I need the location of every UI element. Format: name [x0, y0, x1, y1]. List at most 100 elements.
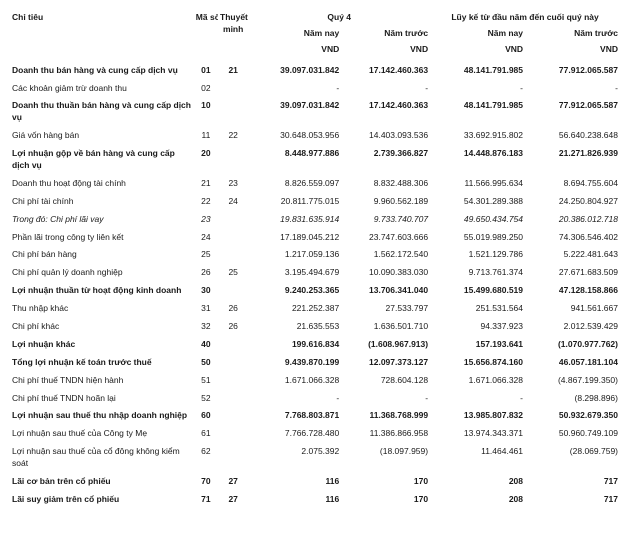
cell-la: 251.531.564 — [430, 300, 525, 318]
cell-q4b: 8.832.488.306 — [341, 175, 430, 193]
cell-q4b: 11.386.866.958 — [341, 425, 430, 443]
cell-tm: 21 — [218, 62, 248, 80]
cell-lb: 2.012.539.429 — [525, 318, 620, 336]
cell-q4a: 7.768.803.871 — [248, 407, 341, 425]
col-unit-lb: VND — [525, 41, 620, 61]
col-header-q4-namtruoc: Năm trước — [341, 26, 430, 41]
cell-label: Lợi nhuận sau thuế của cổ đông không kiể… — [10, 443, 194, 473]
cell-tm: 25 — [218, 264, 248, 282]
cell-la: 15.499.680.519 — [430, 282, 525, 300]
cell-q4b: 11.368.768.999 — [341, 407, 430, 425]
cell-label: Chi phí thuế TNDN hiện hành — [10, 372, 194, 390]
cell-la: 48.141.791.985 — [430, 62, 525, 80]
cell-q4b: 2.739.366.827 — [341, 145, 430, 175]
cell-tm: 22 — [218, 127, 248, 145]
col-unit-q4a: VND — [248, 41, 341, 61]
cell-q4b: 1.636.501.710 — [341, 318, 430, 336]
cell-q4a: 199.616.834 — [248, 336, 341, 354]
cell-lb: (4.867.199.350) — [525, 372, 620, 390]
cell-q4b: 14.403.093.536 — [341, 127, 430, 145]
table-row: Tổng lợi nhuận kế toán trước thuế509.439… — [10, 354, 620, 372]
cell-label: Thu nhập khác — [10, 300, 194, 318]
cell-q4a: 7.766.728.480 — [248, 425, 341, 443]
cell-ms: 52 — [194, 390, 218, 408]
cell-la: - — [430, 80, 525, 98]
table-row: Lợi nhuận gộp về bán hàng và cung cấp dị… — [10, 145, 620, 175]
table-row: Chi phí thuế TNDN hiện hành511.671.066.3… — [10, 372, 620, 390]
cell-la: 94.337.923 — [430, 318, 525, 336]
cell-lb: 74.306.546.402 — [525, 229, 620, 247]
cell-label: Lợi nhuận sau thuế thu nhập doanh nghiệp — [10, 407, 194, 425]
cell-q4a: 116 — [248, 491, 341, 509]
cell-la: 55.019.989.250 — [430, 229, 525, 247]
cell-lb: 24.250.804.927 — [525, 193, 620, 211]
cell-label: Lợi nhuận thuần từ hoạt động kinh doanh — [10, 282, 194, 300]
cell-ms: 60 — [194, 407, 218, 425]
cell-label: Lợi nhuận sau thuế của Công ty Mẹ — [10, 425, 194, 443]
table-header: Chỉ tiêu Mã số Thuyết minh Quý 4 Lũy kế … — [10, 8, 620, 62]
col-unit-q4b: VND — [341, 41, 430, 61]
cell-tm — [218, 372, 248, 390]
table-row: Doanh thu hoạt động tài chính21238.826.5… — [10, 175, 620, 193]
cell-la: 9.713.761.374 — [430, 264, 525, 282]
cell-lb: 50.960.749.109 — [525, 425, 620, 443]
cell-tm — [218, 246, 248, 264]
cell-label: Lợi nhuận gộp về bán hàng và cung cấp dị… — [10, 145, 194, 175]
cell-q4a: 8.448.977.886 — [248, 145, 341, 175]
cell-tm — [218, 145, 248, 175]
cell-ms: 22 — [194, 193, 218, 211]
cell-tm — [218, 229, 248, 247]
cell-label: Doanh thu hoạt động tài chính — [10, 175, 194, 193]
cell-ms: 62 — [194, 443, 218, 473]
col-header-maso: Mã số — [194, 8, 218, 62]
cell-label: Tổng lợi nhuận kế toán trước thuế — [10, 354, 194, 372]
cell-tm: 27 — [218, 491, 248, 509]
cell-q4a: 1.217.059.136 — [248, 246, 341, 264]
table-row: Trong đó: Chi phí lãi vay2319.831.635.91… — [10, 211, 620, 229]
cell-lb: 941.561.667 — [525, 300, 620, 318]
cell-tm — [218, 80, 248, 98]
cell-la: 11.566.995.634 — [430, 175, 525, 193]
cell-tm — [218, 211, 248, 229]
cell-la: 15.656.874.160 — [430, 354, 525, 372]
cell-la: 208 — [430, 491, 525, 509]
cell-label: Chi phí bán hàng — [10, 246, 194, 264]
cell-ms: 11 — [194, 127, 218, 145]
cell-la: 1.521.129.786 — [430, 246, 525, 264]
table-row: Lợi nhuận thuần từ hoạt động kinh doanh3… — [10, 282, 620, 300]
cell-label: Chi phí quản lý doanh nghiệp — [10, 264, 194, 282]
cell-la: 13.985.807.832 — [430, 407, 525, 425]
cell-label: Chi phí khác — [10, 318, 194, 336]
table-row: Lợi nhuận sau thuế thu nhập doanh nghiệp… — [10, 407, 620, 425]
col-unit-la: VND — [430, 41, 525, 61]
cell-label: Doanh thu bán hàng và cung cấp dịch vụ — [10, 62, 194, 80]
cell-q4a: 221.252.387 — [248, 300, 341, 318]
table-row: Chi phí bán hàng251.217.059.1361.562.172… — [10, 246, 620, 264]
cell-la: 1.671.066.328 — [430, 372, 525, 390]
cell-la: 54.301.289.388 — [430, 193, 525, 211]
cell-q4b: 728.604.128 — [341, 372, 430, 390]
cell-la: 14.448.876.183 — [430, 145, 525, 175]
cell-tm: 24 — [218, 193, 248, 211]
cell-q4b: 10.090.383.030 — [341, 264, 430, 282]
table-row: Chi phí tài chính222420.811.775.0159.960… — [10, 193, 620, 211]
cell-label: Lợi nhuận khác — [10, 336, 194, 354]
cell-tm: 23 — [218, 175, 248, 193]
cell-label: Doanh thu thuần bán hàng và cung cấp dịc… — [10, 97, 194, 127]
cell-la: 157.193.641 — [430, 336, 525, 354]
cell-label: Chi phí tài chính — [10, 193, 194, 211]
cell-label: Phần lãi trong công ty liên kết — [10, 229, 194, 247]
cell-lb: (8.298.896) — [525, 390, 620, 408]
cell-tm — [218, 336, 248, 354]
cell-q4a: - — [248, 80, 341, 98]
cell-tm — [218, 425, 248, 443]
cell-label: Giá vốn hàng bán — [10, 127, 194, 145]
cell-q4b: (18.097.959) — [341, 443, 430, 473]
table-row: Thu nhập khác3126221.252.38727.533.79725… — [10, 300, 620, 318]
col-header-thuyetminh: Thuyết minh — [218, 8, 248, 62]
cell-lb: 27.671.683.509 — [525, 264, 620, 282]
table-row: Lợi nhuận sau thuế của Công ty Mẹ617.766… — [10, 425, 620, 443]
cell-q4b: 1.562.172.540 — [341, 246, 430, 264]
cell-lb: (1.070.977.762) — [525, 336, 620, 354]
cell-q4b: - — [341, 80, 430, 98]
